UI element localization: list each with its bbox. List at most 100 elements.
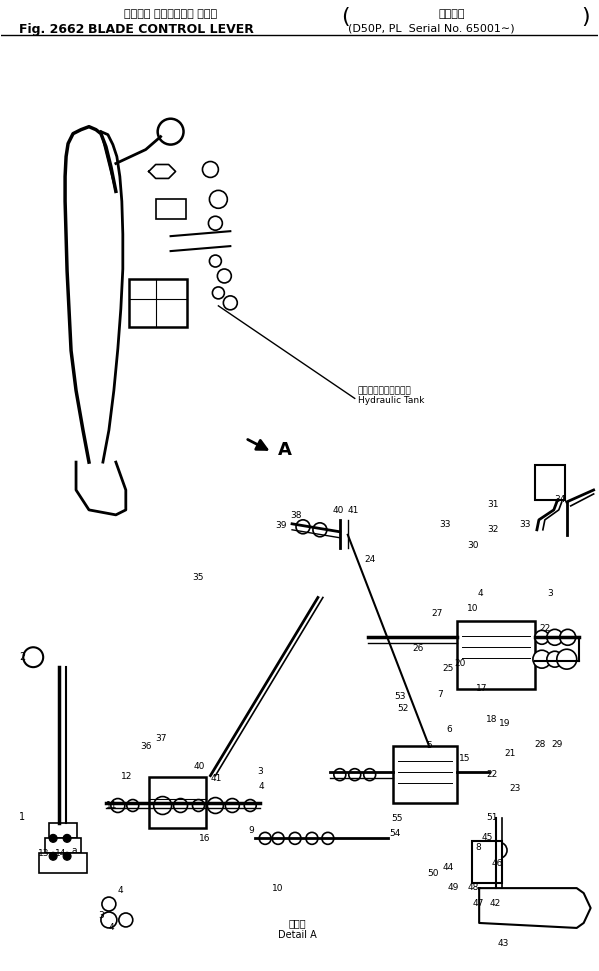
Text: 1: 1 <box>19 813 25 822</box>
Circle shape <box>349 769 361 781</box>
Circle shape <box>119 913 133 927</box>
Text: (: ( <box>341 7 349 27</box>
Text: a: a <box>71 847 77 855</box>
Circle shape <box>213 286 225 299</box>
Circle shape <box>158 118 183 145</box>
Circle shape <box>296 519 310 534</box>
Text: ブレード コントロール レバー: ブレード コントロール レバー <box>124 9 217 19</box>
FancyBboxPatch shape <box>39 854 87 873</box>
Text: 53: 53 <box>395 692 406 701</box>
Text: 39: 39 <box>275 520 286 530</box>
Circle shape <box>259 832 271 845</box>
Circle shape <box>23 648 43 667</box>
Circle shape <box>225 798 239 813</box>
Circle shape <box>306 832 318 845</box>
Text: 44: 44 <box>442 863 453 872</box>
Text: 12: 12 <box>121 772 132 781</box>
Circle shape <box>289 832 301 845</box>
Text: 34: 34 <box>554 495 565 504</box>
Text: 2: 2 <box>19 653 26 662</box>
Text: 40: 40 <box>193 761 205 771</box>
Circle shape <box>127 799 139 812</box>
FancyBboxPatch shape <box>535 465 565 500</box>
Text: 14: 14 <box>55 850 66 858</box>
Text: 41: 41 <box>348 506 359 515</box>
Text: 17: 17 <box>476 684 488 693</box>
Text: 38: 38 <box>290 511 301 519</box>
Text: 28: 28 <box>534 740 545 749</box>
Text: 3: 3 <box>547 589 553 598</box>
Circle shape <box>210 190 228 209</box>
Text: 26: 26 <box>413 644 424 653</box>
Text: (D50P, PL  Serial No. 65001∼): (D50P, PL Serial No. 65001∼) <box>348 23 515 33</box>
FancyBboxPatch shape <box>45 838 81 854</box>
Text: 43: 43 <box>497 939 509 948</box>
Text: 4: 4 <box>477 589 483 598</box>
Text: 4: 4 <box>109 922 114 932</box>
Text: 49: 49 <box>447 883 459 892</box>
Text: 9: 9 <box>248 826 254 835</box>
Text: イ詳細: イ詳細 <box>288 918 306 928</box>
Text: 19: 19 <box>499 719 510 728</box>
Text: 33: 33 <box>519 519 531 529</box>
Circle shape <box>313 522 327 537</box>
Text: 31: 31 <box>487 500 498 509</box>
Text: 32: 32 <box>487 524 498 534</box>
Text: BLADE CONTROL LEVER: BLADE CONTROL LEVER <box>87 23 253 36</box>
FancyBboxPatch shape <box>392 746 457 802</box>
Text: 23: 23 <box>509 784 521 792</box>
Text: 15: 15 <box>459 753 471 762</box>
Circle shape <box>63 853 71 860</box>
Text: Detail A: Detail A <box>278 930 316 940</box>
Circle shape <box>364 769 376 781</box>
Polygon shape <box>479 888 591 928</box>
Text: 45: 45 <box>481 833 492 843</box>
Text: 13: 13 <box>38 850 50 858</box>
Circle shape <box>49 853 57 860</box>
Text: 4: 4 <box>118 887 123 895</box>
Circle shape <box>174 798 187 813</box>
Text: 22: 22 <box>486 770 497 779</box>
FancyBboxPatch shape <box>49 823 77 838</box>
Text: 27: 27 <box>431 610 443 619</box>
Text: 51: 51 <box>486 814 498 822</box>
FancyBboxPatch shape <box>149 777 207 828</box>
Circle shape <box>210 255 222 267</box>
Text: 35: 35 <box>192 573 204 582</box>
Circle shape <box>192 799 204 812</box>
Text: 適用号等: 適用号等 <box>438 9 465 19</box>
Text: 22: 22 <box>539 624 550 633</box>
Text: 41: 41 <box>210 774 222 783</box>
Text: 10: 10 <box>272 885 284 893</box>
FancyBboxPatch shape <box>129 279 186 326</box>
Circle shape <box>533 651 551 668</box>
Text: 47: 47 <box>472 899 483 908</box>
Text: 18: 18 <box>486 715 498 724</box>
Text: 3: 3 <box>98 911 104 920</box>
Text: 8: 8 <box>475 843 481 853</box>
Text: Hydraulic Tank: Hydraulic Tank <box>358 396 424 405</box>
Text: 52: 52 <box>398 704 409 713</box>
FancyBboxPatch shape <box>472 841 502 884</box>
Text: 55: 55 <box>392 815 403 823</box>
Text: ハイドロリックタンク: ハイドロリックタンク <box>358 386 412 395</box>
Text: 3: 3 <box>257 767 263 776</box>
Circle shape <box>217 269 231 283</box>
Text: 10: 10 <box>467 604 479 614</box>
Circle shape <box>322 832 334 845</box>
Circle shape <box>557 650 577 669</box>
Circle shape <box>547 652 563 667</box>
Text: 37: 37 <box>156 734 167 743</box>
Text: 30: 30 <box>467 541 479 550</box>
Circle shape <box>111 798 125 813</box>
Circle shape <box>491 842 507 858</box>
Circle shape <box>63 834 71 842</box>
Circle shape <box>101 912 117 928</box>
FancyBboxPatch shape <box>457 621 535 689</box>
Circle shape <box>49 834 57 842</box>
Circle shape <box>334 769 346 781</box>
Circle shape <box>272 832 284 845</box>
Text: 5: 5 <box>426 741 432 750</box>
Text: 16: 16 <box>198 834 210 844</box>
Text: 54: 54 <box>389 829 401 838</box>
